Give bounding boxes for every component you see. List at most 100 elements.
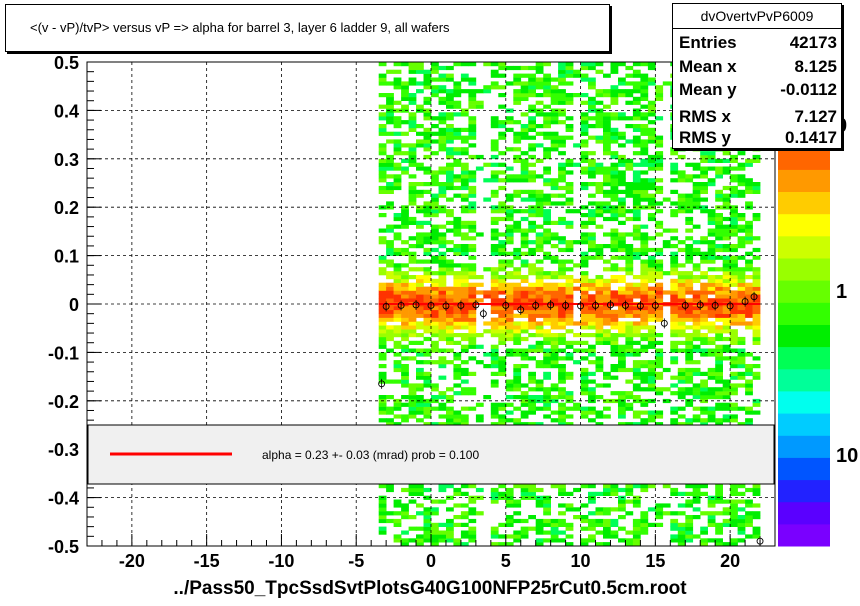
- heatmap-cell: [550, 135, 559, 140]
- heatmap-cell: [446, 197, 454, 202]
- heatmap-cell: [423, 108, 432, 113]
- heatmap-cell: [468, 135, 477, 140]
- heatmap-cell: [580, 236, 589, 241]
- heatmap-cell: [745, 422, 753, 427]
- heatmap-cell: [468, 178, 477, 183]
- heatmap-cell: [595, 255, 604, 260]
- heatmap-cell: [662, 197, 671, 202]
- heatmap-cell: [416, 282, 424, 287]
- heatmap-cell: [558, 240, 566, 245]
- heatmap-cell: [610, 267, 619, 272]
- heatmap-cell: [640, 286, 649, 291]
- heatmap-cell: [446, 387, 454, 392]
- heatmap-cell: [550, 360, 559, 365]
- heatmap-cell: [618, 240, 626, 245]
- heatmap-cell: [490, 162, 499, 167]
- heatmap-cell: [468, 116, 477, 121]
- heatmap-cell: [408, 100, 417, 105]
- heatmap-cell: [468, 131, 477, 136]
- heatmap-cell: [558, 166, 566, 171]
- heatmap-cell: [528, 321, 536, 326]
- heatmap-cell: [558, 375, 566, 380]
- heatmap-cell: [423, 213, 432, 218]
- heatmap-cell: [632, 329, 641, 334]
- heatmap-cell: [603, 124, 611, 129]
- heatmap-cell: [580, 298, 589, 303]
- heatmap-cell: [431, 499, 439, 504]
- heatmap-cell: [558, 174, 566, 179]
- heatmap-cell: [431, 542, 439, 547]
- heatmap-cell: [468, 127, 477, 132]
- heatmap-cell: [603, 232, 611, 237]
- heatmap-cell: [655, 220, 664, 225]
- heatmap-cell: [453, 220, 462, 225]
- heatmap-cell: [595, 112, 604, 117]
- heatmap-cell: [632, 213, 641, 218]
- heatmap-cell: [558, 333, 566, 338]
- heatmap-cell: [707, 282, 716, 287]
- heatmap-cell: [446, 65, 454, 71]
- heatmap-cell: [730, 336, 738, 342]
- heatmap-cell: [618, 174, 626, 179]
- heatmap-cell: [401, 298, 409, 303]
- heatmap-cell: [513, 139, 522, 144]
- heatmap-cell: [505, 263, 514, 268]
- heatmap-cell: [535, 174, 544, 179]
- heatmap-cell: [446, 170, 454, 175]
- heatmap-cell: [386, 104, 394, 109]
- heatmap-cell: [543, 104, 551, 109]
- heatmap-cell: [498, 275, 507, 280]
- heatmap-cell: [520, 81, 529, 86]
- heatmap-cell: [558, 247, 566, 253]
- heatmap-cell: [490, 530, 499, 535]
- heatmap-cell: [475, 290, 484, 295]
- heatmap-cell: [715, 197, 723, 202]
- heatmap-cell: [543, 329, 551, 334]
- heatmap-cell: [677, 371, 686, 376]
- heatmap-cell: [580, 205, 589, 210]
- heatmap-cell: [640, 484, 649, 489]
- heatmap-cell: [618, 344, 626, 349]
- heatmap-cell: [618, 410, 626, 415]
- heatmap-cell: [700, 538, 708, 543]
- heatmap-cell: [715, 232, 723, 237]
- heatmap-cell: [700, 325, 708, 330]
- heatmap-cell: [722, 317, 731, 322]
- heatmap-cell: [453, 112, 462, 117]
- heatmap-cell: [722, 313, 731, 318]
- heatmap-cell: [655, 422, 664, 427]
- heatmap-cell: [498, 247, 507, 253]
- heatmap-cell: [722, 185, 731, 191]
- heatmap-cell: [677, 522, 686, 527]
- heatmap-cell: [573, 240, 581, 245]
- heatmap-cell: [408, 158, 417, 163]
- heatmap-cell: [543, 313, 551, 318]
- heatmap-cell: [431, 522, 439, 527]
- heatmap-cell: [685, 503, 694, 508]
- heatmap-cell: [431, 93, 439, 98]
- heatmap-cell: [543, 402, 551, 407]
- heatmap-cell: [632, 73, 641, 78]
- heatmap-cell: [520, 530, 529, 535]
- heatmap-cell: [543, 232, 551, 237]
- heatmap-cell: [618, 189, 626, 194]
- heatmap-cell: [453, 364, 462, 369]
- heatmap-cell: [595, 395, 604, 400]
- heatmap-cell: [565, 185, 574, 191]
- heatmap-cell: [550, 108, 559, 113]
- heatmap-cell: [505, 127, 514, 132]
- heatmap-cell: [715, 174, 723, 179]
- heatmap-cell: [625, 484, 634, 489]
- heatmap-cell: [745, 499, 753, 504]
- heatmap-cell: [386, 174, 394, 179]
- heatmap-cell: [438, 294, 447, 299]
- heatmap-cell: [737, 526, 746, 531]
- heatmap-cell: [535, 193, 544, 198]
- heatmap-cell: [468, 538, 477, 543]
- heatmap-cell: [632, 232, 641, 237]
- heatmap-cell: [588, 499, 596, 504]
- y-tick-label: -0.5: [48, 537, 79, 557]
- heatmap-cell: [588, 240, 596, 245]
- heatmap-cell: [625, 391, 634, 396]
- heatmap-cell: [543, 93, 551, 98]
